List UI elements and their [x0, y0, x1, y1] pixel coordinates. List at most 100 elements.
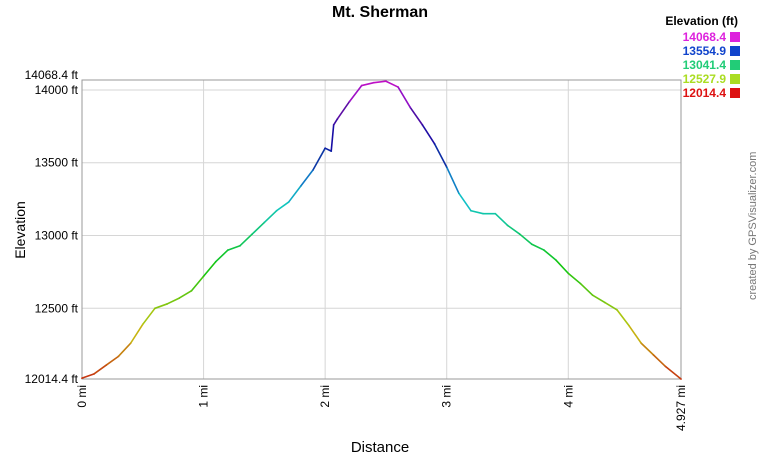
x-axis-ticks: 0 mi 1 mi 2 mi 3 mi 4 mi 4.927 mi — [75, 385, 688, 431]
x-tick-label: 3 mi — [440, 385, 454, 408]
series-segment — [433, 143, 448, 168]
series-segment — [336, 100, 351, 120]
data-point — [336, 118, 339, 120]
data-point — [664, 365, 667, 368]
series-segment — [628, 324, 643, 345]
series-segment — [458, 192, 472, 212]
series-segment — [330, 124, 335, 152]
series-segment — [348, 84, 363, 103]
data-point — [616, 308, 618, 311]
data-point — [531, 243, 533, 246]
series-segment — [409, 106, 424, 126]
y-tick-label: 13500 ft — [35, 156, 79, 170]
series-segment — [591, 294, 606, 304]
y-tick-label: 14068.4 ft — [25, 68, 79, 82]
data-point — [506, 224, 509, 227]
data-point — [300, 185, 302, 187]
data-point — [421, 124, 424, 126]
y-tick-label: 13000 ft — [35, 229, 79, 243]
data-point — [360, 84, 363, 87]
data-point — [166, 303, 168, 305]
series-segment — [324, 147, 333, 152]
legend-swatch — [730, 88, 740, 98]
series-segment — [543, 249, 557, 262]
series-segment — [470, 209, 485, 215]
series-segment — [239, 233, 253, 247]
series-segment — [518, 233, 533, 246]
data-point — [287, 201, 290, 203]
data-point — [105, 364, 108, 366]
data-point — [263, 221, 266, 224]
legend-swatch — [730, 60, 740, 70]
series-layer — [81, 80, 682, 380]
data-point — [154, 307, 156, 310]
series-segment — [616, 308, 630, 327]
series-segment — [141, 307, 156, 326]
x-axis-label: Distance — [350, 439, 410, 456]
series-segment — [664, 365, 682, 380]
series-segment — [129, 323, 144, 345]
data-point — [129, 342, 132, 345]
data-point — [445, 166, 448, 168]
series-segment — [506, 224, 521, 235]
data-point — [141, 323, 144, 326]
series-segment — [81, 373, 95, 379]
series-segment — [640, 342, 655, 356]
data-point — [178, 297, 181, 299]
series-segment — [202, 260, 217, 278]
legend-label: 12527.9 — [682, 72, 726, 86]
series-segment — [385, 80, 399, 88]
legend-label: 13554.9 — [682, 44, 726, 58]
x-tick-label: 4 mi — [561, 385, 575, 408]
legend-swatch — [730, 74, 740, 84]
series-segment — [494, 212, 509, 227]
data-point — [214, 260, 217, 263]
data-point — [680, 378, 682, 380]
data-point — [494, 212, 497, 215]
legend-entry: 14068.4 — [682, 30, 740, 44]
series-segment — [251, 221, 266, 235]
y-tick-label: 12500 ft — [35, 301, 79, 315]
data-point — [555, 259, 557, 262]
series-segment — [263, 209, 278, 224]
series-segment — [555, 259, 570, 275]
series-segment — [227, 244, 241, 251]
series-segment — [372, 80, 387, 84]
data-point — [324, 147, 326, 149]
data-point — [482, 212, 485, 215]
series-segment — [178, 290, 193, 299]
series-segment — [360, 81, 375, 87]
chart-title: Mt. Sherman — [331, 4, 428, 21]
series-segment — [166, 297, 181, 305]
grid-lines — [81, 79, 682, 380]
data-point — [202, 275, 205, 278]
series-segment — [275, 201, 290, 212]
data-point — [330, 150, 333, 152]
legend-swatch — [730, 32, 740, 42]
data-point — [239, 244, 241, 247]
series-segment — [652, 354, 667, 368]
series-segment — [214, 249, 229, 263]
series-segment — [332, 118, 339, 126]
x-tick-label: 4.927 mi — [674, 385, 688, 431]
series-segment — [287, 185, 302, 203]
series-segment — [105, 355, 120, 366]
data-point — [458, 192, 460, 195]
data-point — [640, 342, 643, 345]
series-segment — [190, 275, 205, 292]
y-axis-label: Elevation — [12, 201, 28, 259]
legend-entry: 12014.4 — [683, 86, 740, 100]
legend-title: Elevation (ft) — [665, 14, 738, 28]
data-point — [372, 81, 375, 84]
credit-text: created by GPSVisualizer.com — [747, 151, 759, 300]
legend-label: 14068.4 — [682, 30, 726, 44]
legend-entry: 12527.9 — [682, 72, 740, 86]
data-point — [385, 80, 387, 83]
series-segment — [531, 243, 545, 251]
series-segment — [579, 282, 594, 297]
x-tick-label: 2 mi — [318, 385, 332, 408]
series-segment — [312, 147, 326, 171]
series-segment — [154, 303, 168, 310]
x-tick-label: 0 mi — [75, 385, 89, 408]
data-point — [93, 373, 95, 375]
